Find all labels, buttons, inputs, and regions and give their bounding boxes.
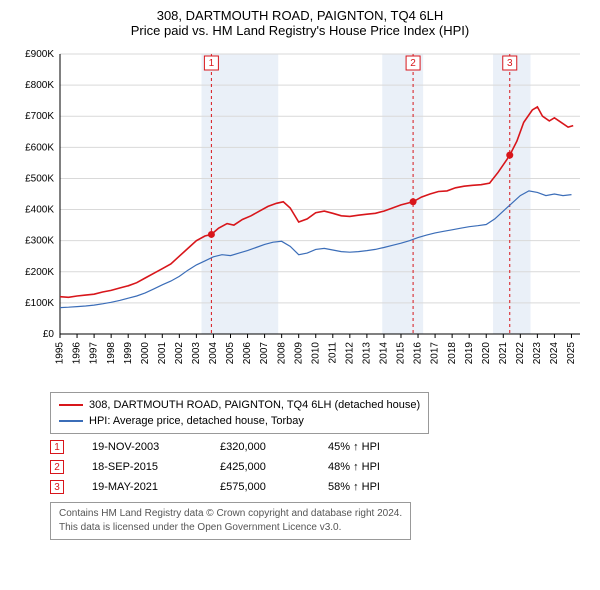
footer-line-2: This data is licensed under the Open Gov… [59,521,402,535]
event-date: 18-SEP-2015 [92,461,192,473]
x-tick-label: 1998 [106,342,117,365]
attribution-footer: Contains HM Land Registry data © Crown c… [50,502,411,540]
event-pct: 58% ↑ HPI [328,481,380,493]
y-tick-label: £100K [25,298,54,309]
x-tick-label: 2020 [481,342,492,365]
x-tick-label: 2000 [140,342,151,365]
x-tick-label: 1997 [89,342,100,365]
x-tick-label: 2003 [191,342,202,365]
event-pct: 45% ↑ HPI [328,441,380,453]
event-date: 19-MAY-2021 [92,481,192,493]
event-row: 3 19-MAY-2021 £575,000 58% ↑ HPI [50,480,590,494]
shaded-band [202,54,279,334]
x-tick-label: 2015 [396,342,407,365]
chart-title: 308, DARTMOUTH ROAD, PAIGNTON, TQ4 6LH [10,8,590,23]
event-row: 1 19-NOV-2003 £320,000 45% ↑ HPI [50,440,590,454]
x-tick-label: 2012 [344,342,355,365]
y-tick-label: £800K [25,80,54,91]
legend-swatch [59,404,83,406]
y-tick-label: £600K [25,142,54,153]
chart-subtitle: Price paid vs. HM Land Registry's House … [10,23,590,38]
x-tick-label: 2018 [447,342,458,365]
footer-line-1: Contains HM Land Registry data © Crown c… [59,507,402,521]
y-tick-label: £200K [25,267,54,278]
y-tick-label: £700K [25,111,54,122]
shaded-band [493,54,531,334]
legend: 308, DARTMOUTH ROAD, PAIGNTON, TQ4 6LH (… [50,392,429,434]
event-marker: 3 [50,480,64,494]
event-price: £425,000 [220,461,300,473]
x-tick-label: 1996 [72,342,83,365]
x-tick-label: 2021 [498,342,509,365]
event-row: 2 18-SEP-2015 £425,000 48% ↑ HPI [50,460,590,474]
x-tick-label: 2013 [362,342,373,365]
shaded-band [382,54,423,334]
x-tick-label: 2017 [430,342,441,365]
x-tick-label: 1995 [55,342,66,365]
x-tick-label: 2005 [225,342,236,365]
event-marker-number: 1 [209,58,215,69]
event-price: £575,000 [220,481,300,493]
x-tick-label: 2024 [549,342,560,365]
x-tick-label: 2010 [310,342,321,365]
x-tick-label: 1999 [123,342,134,365]
y-tick-label: £300K [25,236,54,247]
x-tick-label: 2002 [174,342,185,365]
legend-label: HPI: Average price, detached house, Torb… [89,413,304,429]
x-tick-label: 2014 [379,342,390,365]
x-tick-label: 2025 [566,342,577,365]
x-tick-label: 2008 [276,342,287,365]
x-tick-label: 2016 [413,342,424,365]
x-tick-label: 2022 [515,342,526,365]
legend-label: 308, DARTMOUTH ROAD, PAIGNTON, TQ4 6LH (… [89,397,420,413]
x-tick-label: 2023 [532,342,543,365]
x-tick-label: 2004 [208,342,219,365]
event-date: 19-NOV-2003 [92,441,192,453]
event-marker-number: 2 [410,58,416,69]
legend-row: HPI: Average price, detached house, Torb… [59,413,420,429]
line-chart-svg: £0 £100K £200K £300K £400K £500K £600K £700K £80… [10,44,590,384]
x-tick-label: 2007 [259,342,270,365]
event-marker-number: 3 [507,58,513,69]
legend-swatch [59,420,83,422]
y-tick-label: £400K [25,205,54,216]
event-marker: 1 [50,440,64,454]
event-price: £320,000 [220,441,300,453]
event-marker: 2 [50,460,64,474]
x-tick-label: 2019 [464,342,475,365]
x-tick-label: 2001 [157,342,168,365]
event-pct: 48% ↑ HPI [328,461,380,473]
y-tick-label: £500K [25,173,54,184]
x-tick-label: 2006 [242,342,253,365]
legend-row: 308, DARTMOUTH ROAD, PAIGNTON, TQ4 6LH (… [59,397,420,413]
x-tick-label: 2011 [327,342,338,364]
y-tick-label: £900K [25,49,54,60]
y-tick-label: £0 [43,329,55,340]
chart-plot-area: £0 £100K £200K £300K £400K £500K £600K £700K £80… [10,44,590,384]
chart-container: 308, DARTMOUTH ROAD, PAIGNTON, TQ4 6LH P… [0,0,600,548]
x-tick-label: 2009 [293,342,304,365]
event-list: 1 19-NOV-2003 £320,000 45% ↑ HPI 2 18-SEP-201… [50,440,590,494]
